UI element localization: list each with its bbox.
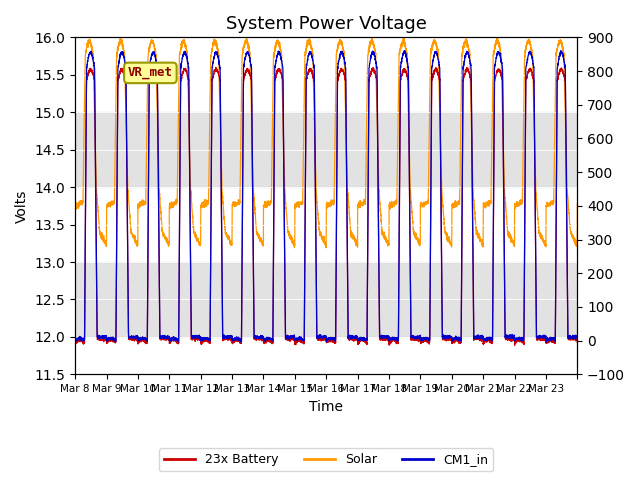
Line: 23x Battery: 23x Battery bbox=[75, 67, 577, 345]
Y-axis label: Volts: Volts bbox=[15, 189, 29, 223]
Solar bbox=[464, 41, 472, 47]
23x Battery bbox=[501, 335, 509, 341]
CM1_in bbox=[71, 336, 79, 342]
CM1_in bbox=[345, 333, 353, 339]
Solar bbox=[175, 59, 183, 65]
23x Battery bbox=[212, 64, 220, 70]
Solar bbox=[488, 106, 496, 112]
Solar bbox=[372, 50, 380, 56]
CM1_in bbox=[175, 261, 183, 267]
23x Battery bbox=[464, 68, 472, 73]
Solar bbox=[322, 245, 330, 251]
CM1_in bbox=[502, 334, 509, 339]
23x Battery bbox=[175, 266, 183, 272]
Bar bbox=[75, 112, 577, 187]
Legend: 23x Battery, Solar, CM1_in: 23x Battery, Solar, CM1_in bbox=[159, 448, 493, 471]
Text: VR_met: VR_met bbox=[128, 66, 173, 79]
23x Battery bbox=[573, 340, 581, 346]
23x Battery bbox=[511, 342, 518, 348]
CM1_in bbox=[372, 57, 380, 63]
23x Battery bbox=[345, 337, 353, 343]
Solar bbox=[502, 199, 509, 205]
Bar bbox=[75, 262, 577, 337]
Solar bbox=[71, 202, 79, 208]
CM1_in bbox=[573, 336, 581, 342]
Solar bbox=[573, 202, 581, 207]
23x Battery bbox=[488, 339, 496, 345]
23x Battery bbox=[372, 72, 380, 77]
23x Battery bbox=[71, 340, 79, 346]
CM1_in bbox=[464, 51, 472, 57]
Solar bbox=[368, 34, 376, 40]
CM1_in bbox=[323, 339, 330, 345]
CM1_in bbox=[488, 338, 496, 344]
Title: System Power Voltage: System Power Voltage bbox=[226, 15, 427, 33]
X-axis label: Time: Time bbox=[309, 400, 343, 414]
Solar bbox=[345, 198, 353, 204]
Line: Solar: Solar bbox=[75, 37, 577, 248]
Line: CM1_in: CM1_in bbox=[75, 50, 577, 342]
CM1_in bbox=[401, 48, 408, 53]
